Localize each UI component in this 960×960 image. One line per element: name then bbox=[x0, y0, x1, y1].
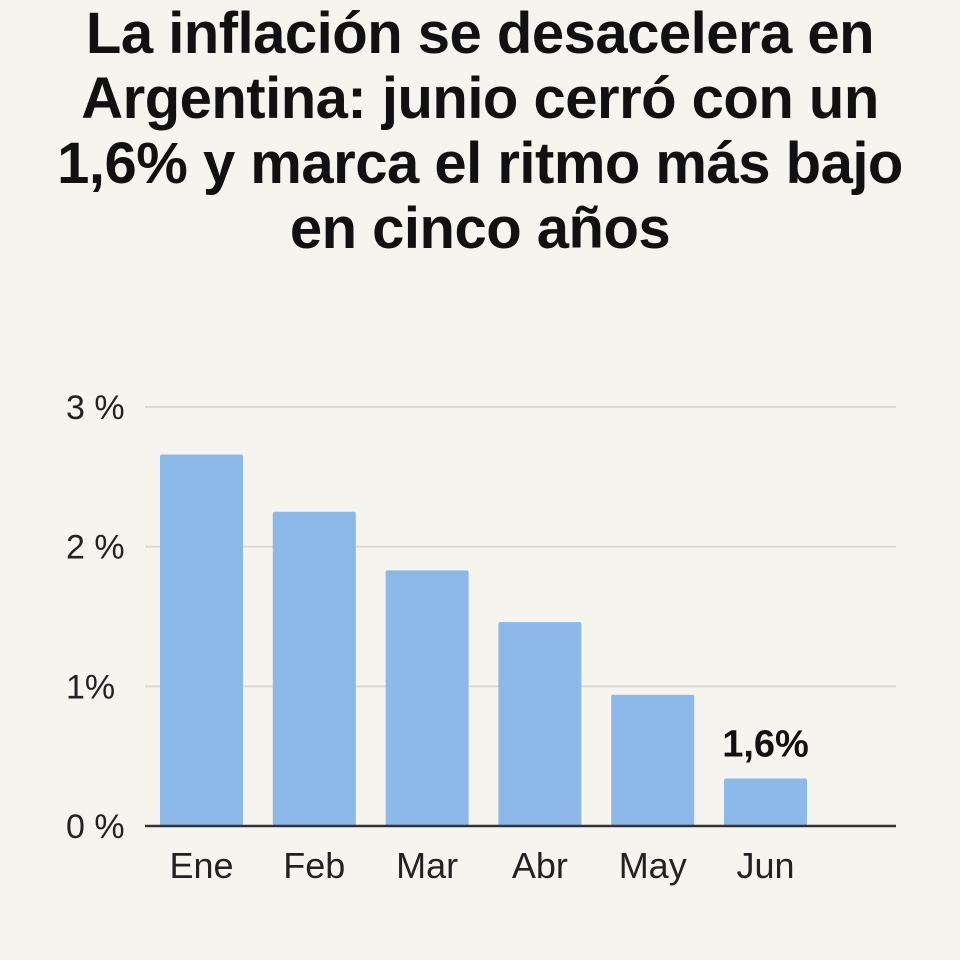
x-category-labels: Ene Feb Mar Abr May Jun bbox=[169, 845, 794, 886]
bar bbox=[611, 694, 695, 826]
y-tick-label: 1% bbox=[66, 668, 115, 706]
y-tick-label: 0 % bbox=[66, 808, 125, 846]
chart-title: La inflación se desacelera en Argentina:… bbox=[57, 1, 903, 261]
x-category-label: Jun bbox=[736, 845, 794, 886]
data-labels: 1,6% bbox=[722, 724, 809, 766]
x-category-label: Feb bbox=[283, 845, 345, 886]
y-tick-label: 3 % bbox=[66, 389, 125, 427]
bar bbox=[272, 511, 356, 826]
bar-data-label: 1,6% bbox=[722, 724, 809, 766]
x-category-label: Mar bbox=[396, 845, 458, 886]
x-category-label: Abr bbox=[512, 845, 568, 886]
bar bbox=[160, 454, 243, 826]
y-tick-label: 2 % bbox=[66, 529, 125, 567]
y-tick-labels: 0 % 1% 2 % 3 % bbox=[66, 389, 125, 846]
x-category-label: Ene bbox=[169, 845, 233, 886]
bars bbox=[160, 454, 807, 826]
bar bbox=[724, 778, 807, 826]
bar bbox=[498, 622, 582, 826]
bar bbox=[385, 570, 469, 826]
x-category-label: May bbox=[619, 845, 687, 886]
